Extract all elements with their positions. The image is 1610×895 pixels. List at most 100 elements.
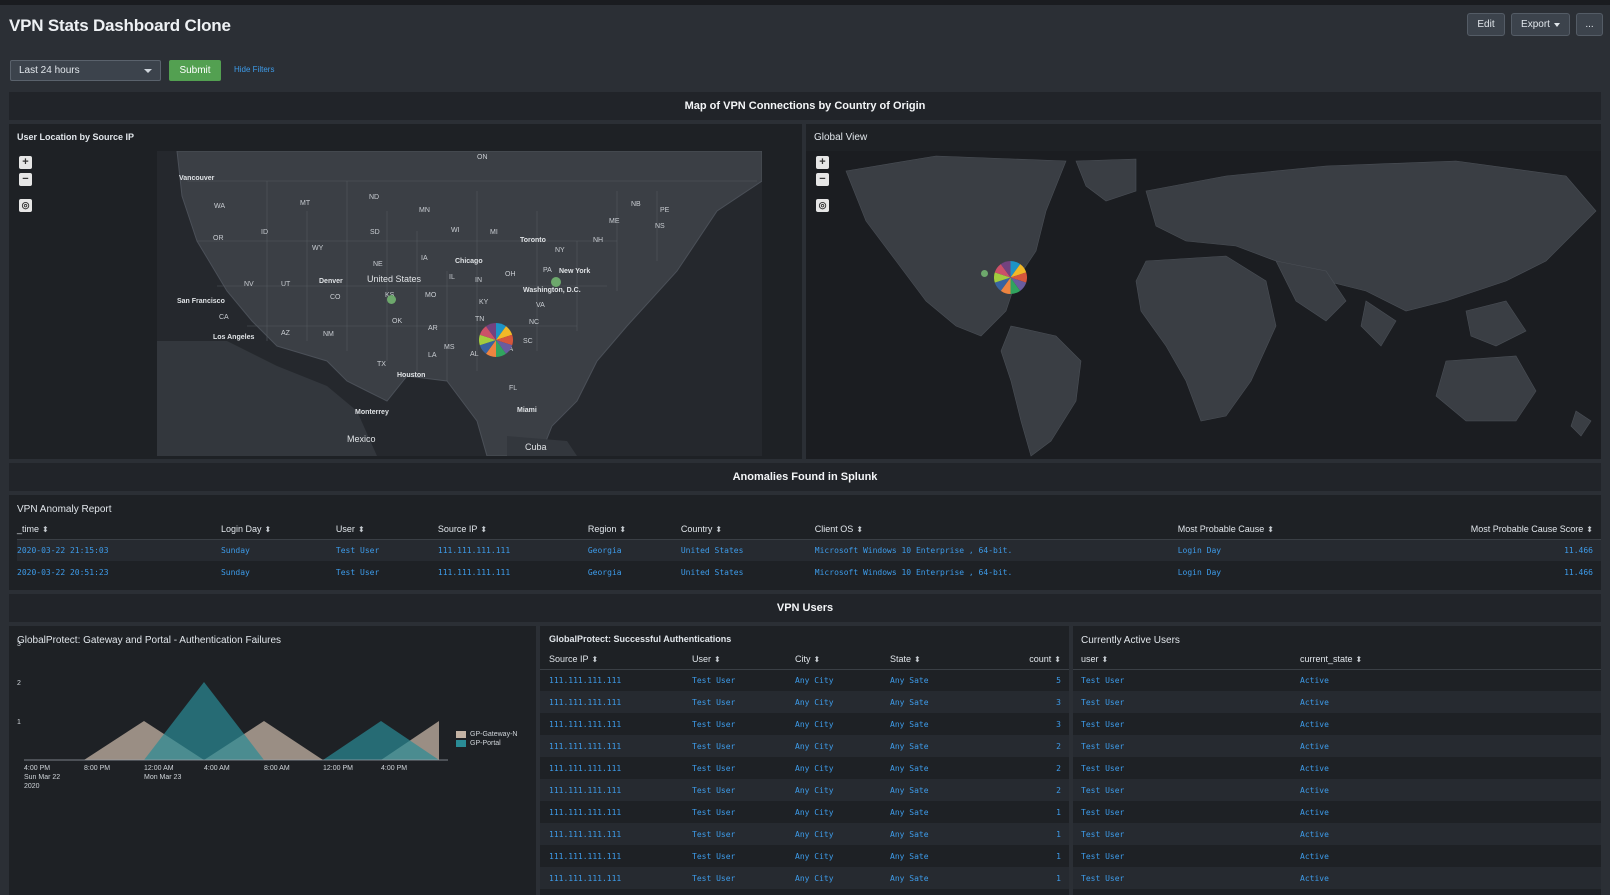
table-cell[interactable]: Any City: [795, 867, 890, 889]
table-row[interactable]: Test User Active: [1073, 801, 1601, 823]
table-cell[interactable]: 1: [1056, 851, 1061, 861]
table-cell[interactable]: 2020-03-22 21:15:03: [17, 539, 221, 561]
pie-marker[interactable]: [994, 261, 1027, 294]
column-header[interactable]: Source IP ⬍: [437, 519, 588, 540]
series-area-gp-gateway-n[interactable]: [24, 721, 439, 760]
table-cell[interactable]: Login Day: [1177, 539, 1471, 561]
table-row[interactable]: Test User Active: [1073, 669, 1601, 691]
table-cell[interactable]: Any City: [795, 779, 890, 801]
location-marker[interactable]: [981, 270, 988, 277]
table-cell[interactable]: 2: [1056, 763, 1061, 773]
table-cell[interactable]: 3: [1019, 691, 1069, 713]
zoom-out-icon[interactable]: −: [816, 173, 829, 186]
table-cell[interactable]: Test User: [692, 719, 736, 729]
sort-icon[interactable]: ⬍: [914, 654, 921, 664]
table-cell[interactable]: Active: [1300, 779, 1601, 801]
hide-filters-link[interactable]: Hide Filters: [234, 65, 275, 74]
edit-button[interactable]: Edit: [1467, 13, 1505, 36]
column-header[interactable]: Most Probable Cause ⬍: [1177, 519, 1471, 540]
column-header[interactable]: City ⬍: [795, 649, 890, 670]
table-cell[interactable]: Any Sate: [890, 719, 929, 729]
sort-icon[interactable]: ⬍: [357, 524, 365, 534]
table-cell[interactable]: Test User: [692, 867, 795, 889]
table-cell[interactable]: 1: [1019, 823, 1069, 845]
table-cell[interactable]: Test User: [692, 807, 736, 817]
table-cell[interactable]: Active: [1300, 763, 1329, 773]
table-row[interactable]: Test User Active: [1073, 691, 1601, 713]
table-row[interactable]: 111.111.111.111 Test User Any City Any Sate…: [540, 691, 1069, 713]
sort-icon[interactable]: ⬍: [1054, 654, 1061, 664]
table-cell[interactable]: Active: [1300, 823, 1601, 845]
table-cell[interactable]: 3: [1056, 719, 1061, 729]
table-cell[interactable]: Microsoft Windows 10 Enterprise , 64-bit…: [814, 539, 1178, 561]
failures-chart[interactable]: 1 2 3: [9, 626, 536, 895]
table-row[interactable]: Test User Active: [1073, 757, 1601, 779]
table-cell[interactable]: 111.111.111.111: [437, 539, 588, 561]
table-cell[interactable]: 11.466: [1564, 567, 1593, 577]
column-header[interactable]: User ⬍: [692, 649, 795, 670]
table-cell[interactable]: Any Sate: [890, 691, 1019, 713]
sort-icon[interactable]: ⬍: [1267, 524, 1274, 534]
table-cell[interactable]: Test User: [1073, 691, 1300, 713]
table-cell[interactable]: Any Sate: [890, 779, 1019, 801]
table-cell[interactable]: 111.111.111.111: [549, 719, 622, 729]
table-cell[interactable]: 111.111.111.111: [549, 807, 622, 817]
table-cell[interactable]: Test User: [335, 567, 380, 577]
column-header[interactable]: Login Day ⬍: [220, 519, 336, 540]
table-cell[interactable]: Any Sate: [890, 675, 929, 685]
column-header[interactable]: Country ⬍: [680, 519, 815, 540]
sort-icon[interactable]: ⬍: [591, 654, 599, 664]
table-cell[interactable]: Any City: [795, 807, 834, 817]
table-cell[interactable]: Any Sate: [890, 763, 929, 773]
table-cell[interactable]: Test User: [692, 823, 795, 845]
table-row[interactable]: Test User Active: [1073, 823, 1601, 845]
column-header[interactable]: State ⬍: [890, 649, 1019, 670]
table-cell[interactable]: Any City: [795, 823, 890, 845]
table-cell[interactable]: Test User: [1081, 719, 1125, 729]
sort-icon[interactable]: ⬍: [1101, 654, 1109, 664]
table-cell[interactable]: Test User: [692, 675, 736, 685]
column-header[interactable]: Source IP ⬍: [540, 649, 692, 670]
table-cell[interactable]: 111.111.111.111: [540, 735, 692, 757]
table-cell[interactable]: United States: [680, 567, 744, 577]
column-header[interactable]: Region ⬍: [587, 519, 681, 540]
table-cell[interactable]: Active: [1300, 719, 1329, 729]
table-cell[interactable]: Any City: [795, 691, 890, 713]
table-cell[interactable]: 111.111.111.111: [549, 675, 622, 685]
column-header[interactable]: Most Probable Cause Score ⬍: [1470, 519, 1601, 540]
table-row[interactable]: 111.111.111.111 Test User Any City Any Sate…: [540, 669, 1069, 691]
column-header[interactable]: User ⬍: [335, 519, 438, 540]
table-cell[interactable]: Any City: [795, 851, 834, 861]
table-row[interactable]: 2020-03-22 21:15:03 Sunday Test User 111.11…: [17, 539, 1601, 561]
table-cell[interactable]: Active: [1300, 691, 1601, 713]
column-header[interactable]: count ⬍: [1019, 649, 1069, 670]
table-cell[interactable]: 111.111.111.111: [540, 823, 692, 845]
table-cell[interactable]: Any City: [795, 735, 890, 757]
table-cell[interactable]: Login Day: [1177, 567, 1222, 577]
table-cell[interactable]: Test User: [692, 763, 736, 773]
table-row[interactable]: 2020-03-22 20:51:23 Sunday Test User 111.11…: [17, 561, 1601, 583]
sort-icon[interactable]: ⬍: [856, 524, 864, 534]
table-cell[interactable]: Test User: [1073, 867, 1300, 889]
table-row[interactable]: Test User Active: [1073, 867, 1601, 889]
export-button[interactable]: Export: [1511, 13, 1570, 36]
table-cell[interactable]: Any City: [795, 763, 834, 773]
table-cell[interactable]: Test User: [1081, 763, 1125, 773]
table-row[interactable]: 111.111.111.111 Test User Any City Any Sate…: [540, 713, 1069, 735]
table-cell[interactable]: 111.111.111.111: [549, 851, 622, 861]
world-map[interactable]: [806, 151, 1601, 459]
series-area-gp-portal[interactable]: [24, 682, 439, 760]
sort-icon[interactable]: ⬍: [715, 524, 723, 534]
table-cell[interactable]: Any City: [795, 719, 834, 729]
table-cell[interactable]: Any Sate: [890, 735, 1019, 757]
table-cell[interactable]: Test User: [692, 735, 795, 757]
sort-icon[interactable]: ⬍: [480, 524, 488, 534]
table-row[interactable]: 111.111.111.111 Test User Any City Any Sate…: [540, 845, 1069, 867]
table-cell[interactable]: Active: [1300, 851, 1329, 861]
table-cell[interactable]: 111.111.111.111: [549, 763, 622, 773]
column-header[interactable]: user ⬍: [1073, 649, 1300, 670]
reset-view-icon[interactable]: ◎: [816, 199, 829, 212]
table-cell[interactable]: Microsoft Windows 10 Enterprise , 64-bit…: [814, 567, 1013, 577]
table-cell[interactable]: Any Sate: [890, 823, 1019, 845]
zoom-in-icon[interactable]: +: [19, 156, 32, 169]
